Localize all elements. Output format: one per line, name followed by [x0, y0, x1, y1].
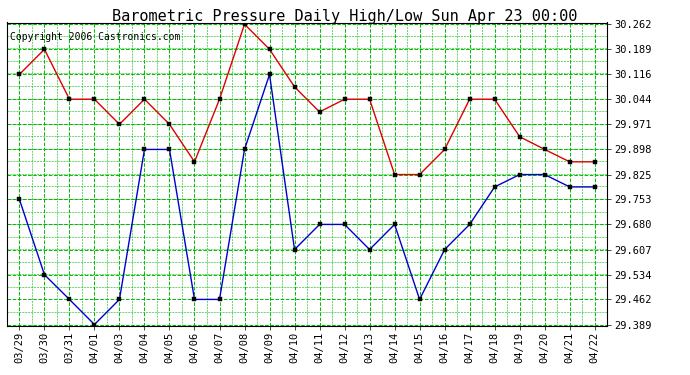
Text: Copyright 2006 Castronics.com: Copyright 2006 Castronics.com	[10, 32, 180, 42]
Text: Barometric Pressure Daily High/Low Sun Apr 23 00:00: Barometric Pressure Daily High/Low Sun A…	[112, 9, 578, 24]
